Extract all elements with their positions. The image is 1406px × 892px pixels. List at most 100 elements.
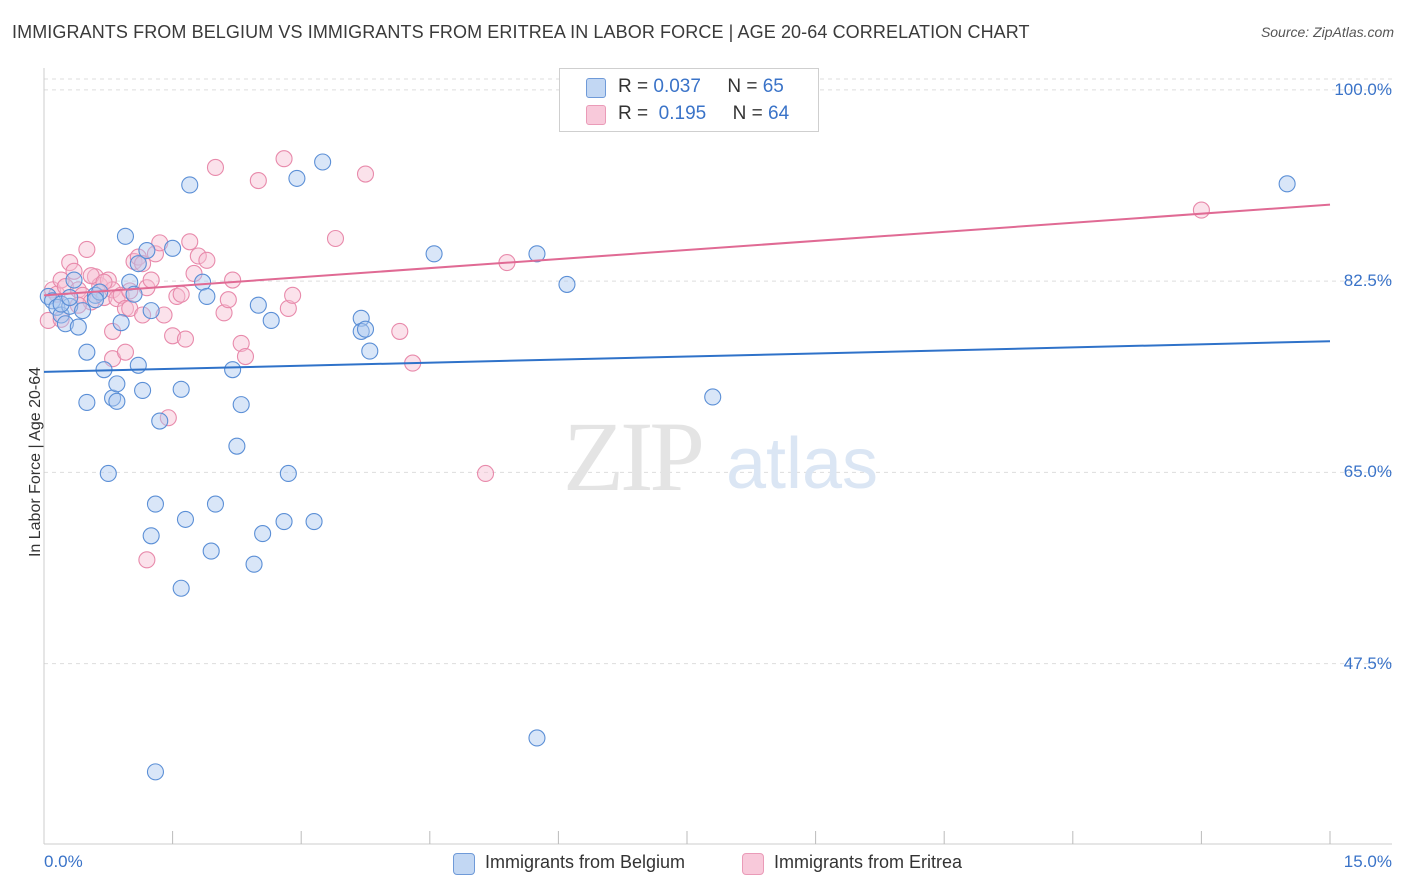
legend-r-eritrea: 0.195: [658, 103, 707, 124]
eritrea-point: [356, 165, 375, 183]
belgium-point: [172, 380, 190, 398]
eritrea-point: [142, 271, 160, 289]
belgium-point: [65, 271, 83, 289]
eritrea-point: [326, 229, 345, 248]
belgium-point: [108, 392, 126, 410]
belgium-point: [262, 311, 280, 330]
legend-r-label: R =: [618, 103, 649, 124]
eritrea-point: [224, 271, 242, 289]
eritrea-point: [476, 464, 495, 483]
belgium-point: [176, 510, 195, 528]
chart-source: Source: ZipAtlas.com: [1260, 24, 1394, 40]
belgium-point: [108, 375, 126, 393]
bottom-legend-label-eritrea: Immigrants from Eritrea: [774, 852, 963, 872]
legend-swatch-belgium: [586, 78, 606, 98]
belgium-point: [361, 342, 379, 360]
belgium-point: [146, 763, 165, 781]
eritrea-point: [159, 409, 177, 427]
legend-r-belgium: 0.037: [653, 76, 701, 97]
legend-n-belgium: 65: [762, 76, 784, 97]
axes: [43, 68, 1392, 845]
belgium-point: [352, 309, 370, 327]
legend-swatch-eritrea: [586, 105, 606, 125]
legend-n-label: N =: [727, 76, 758, 97]
eritrea-point: [232, 334, 250, 352]
belgium-point: [558, 275, 576, 293]
belgium-point: [52, 295, 70, 313]
y-tick-label: 100.0%: [1334, 79, 1392, 99]
belgium-point: [146, 495, 165, 513]
belgium-point: [288, 169, 306, 187]
belgium-point: [232, 396, 250, 414]
belgium-point: [245, 555, 263, 573]
belgium-point: [134, 381, 152, 399]
eritrea-point: [176, 330, 195, 348]
eritrea-point: [236, 347, 255, 366]
belgium-point: [206, 495, 225, 513]
belgium-point: [425, 245, 443, 263]
eritrea-point: [138, 551, 156, 569]
eritrea-point: [284, 286, 302, 304]
eritrea-point: [155, 306, 173, 324]
belgium-point: [181, 176, 199, 194]
belgium-point: [129, 356, 147, 374]
eritrea-point: [65, 262, 83, 280]
belgium-point: [129, 255, 147, 273]
belgium-point: [61, 288, 79, 307]
eritrea-point: [134, 255, 152, 273]
eritrea-point: [151, 234, 169, 252]
eritrea-point: [146, 245, 165, 263]
eritrea-point: [189, 247, 207, 265]
chart-title: IMMIGRANTS FROM BELGIUM VS IMMIGRANTS FR…: [12, 22, 1030, 42]
eritrea-point: [181, 233, 199, 251]
eritrea-point: [391, 322, 409, 340]
eritrea-point: [39, 311, 57, 330]
eritrea-point: [61, 253, 79, 272]
belgium-point: [254, 525, 272, 543]
y-tick-label: 47.5%: [1343, 653, 1392, 673]
eritrea-point: [164, 327, 182, 345]
belgium-point: [198, 287, 216, 305]
belgium-point: [74, 302, 92, 320]
eritrea-point: [249, 172, 267, 190]
belgium-point: [112, 314, 130, 332]
belgium-point: [164, 239, 182, 257]
belgium-point: [305, 513, 323, 531]
y-axis-label: In Labor Force | Age 20-64: [27, 366, 44, 558]
belgium-point: [99, 464, 117, 483]
bottom-legend-swatch-eritrea: [742, 853, 764, 875]
belgium-point: [314, 153, 332, 171]
bottom-legend-label-belgium: Immigrants from Belgium: [485, 852, 686, 872]
belgium-point: [249, 296, 267, 314]
belgium-point: [194, 273, 212, 291]
belgium-point: [138, 241, 156, 260]
trend-lines: [43, 203, 1331, 373]
belgium-points: [39, 153, 1296, 781]
belgium-point: [356, 320, 375, 338]
watermark-atlas: atlas: [726, 424, 878, 504]
watermark: ZIP atlas: [563, 401, 878, 512]
belgium-point: [1278, 175, 1296, 193]
belgium-point: [116, 227, 134, 245]
y-tick-label: 65.0%: [1343, 462, 1392, 482]
eritrea-point: [215, 304, 233, 322]
eritrea-point: [1192, 201, 1210, 219]
legend-n-label: N =: [732, 103, 763, 124]
legend-r-label: R =: [618, 76, 649, 97]
belgium-point: [86, 291, 104, 309]
gridlines: [44, 78, 1392, 665]
belgium-point: [279, 464, 297, 483]
belgium-point: [142, 527, 160, 545]
eritrea-point: [112, 286, 130, 304]
x-tick-label-max: 15.0%: [1343, 852, 1392, 871]
belgium-point: [56, 315, 74, 333]
belgium-point: [275, 513, 293, 531]
eritrea-points: [39, 150, 1210, 569]
eritrea-point: [219, 291, 237, 309]
x-tick-label-min: 0.0%: [44, 852, 83, 871]
eritrea-trend-line: [43, 203, 1331, 297]
eritrea-point: [198, 251, 216, 269]
belgium-point: [151, 412, 169, 430]
belgium-trend-line: [43, 340, 1331, 373]
